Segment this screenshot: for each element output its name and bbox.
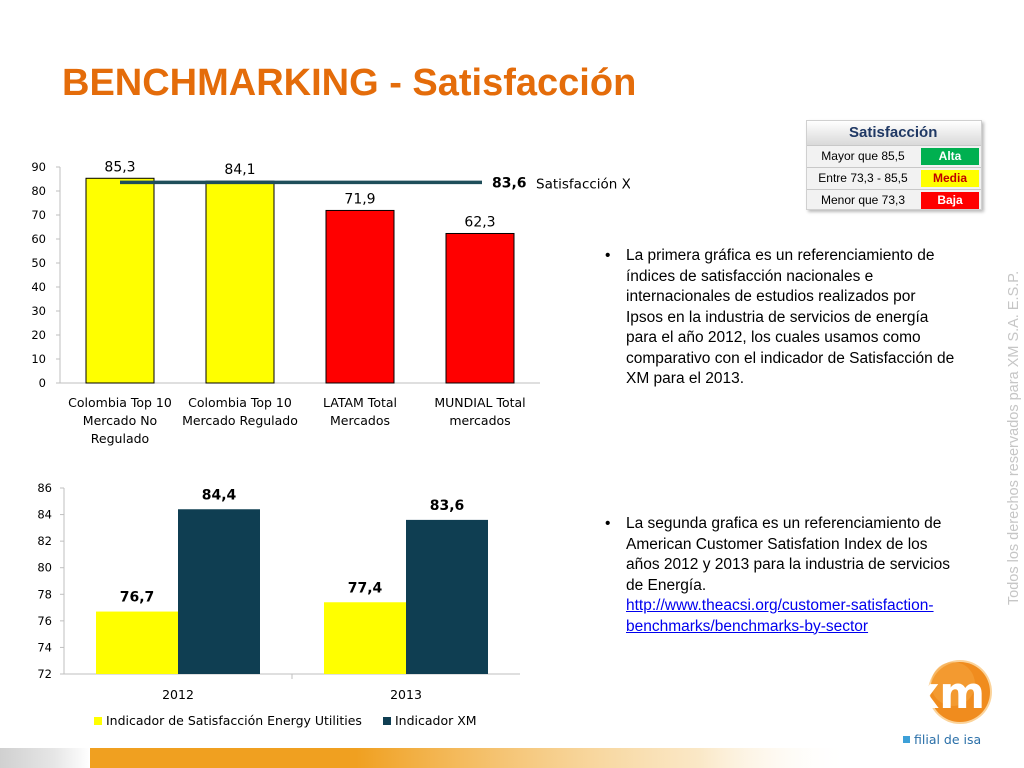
bar-value-label: 62,3 <box>464 214 495 230</box>
bar <box>205 180 275 384</box>
bullet-text: La primera gráfica es un referenciamient… <box>626 247 955 387</box>
bullet-dot: • <box>605 515 611 532</box>
legend-swatch <box>94 717 102 725</box>
logo-square <box>903 736 910 743</box>
x-category-label: Regulado <box>91 431 149 446</box>
slide-title: BENCHMARKING - Satisfacción <box>62 62 637 104</box>
bar <box>85 177 155 384</box>
x-category-label: mercados <box>449 413 510 428</box>
xm-logo: xm filial de isa <box>903 660 992 747</box>
y-tick-label: 0 <box>39 376 46 390</box>
y-tick-label: 50 <box>31 256 46 270</box>
chart-acsi-comparison: 72 74 76 78 80 82 84 86 76,7 84,4 2012 77,4 83,6 2013… <box>37 481 520 728</box>
legend-table-title: Satisfacción <box>807 121 981 145</box>
y-tick-label: 90 <box>31 160 46 174</box>
bar-value-label: 76,7 <box>120 590 155 606</box>
y-tick-label: 76 <box>37 614 52 628</box>
bar-value-label: 84,1 <box>224 162 255 178</box>
x-category-label: Mercados <box>330 413 390 428</box>
x-category-label: Mercado No <box>83 413 157 428</box>
acsi-link[interactable]: http://www.theacsi.org/customer-satisfac… <box>626 597 934 635</box>
bar <box>96 611 178 674</box>
reference-value-label: 83,6 <box>492 175 527 191</box>
legend-level-baja: Baja <box>921 192 979 209</box>
legend-swatch <box>383 717 391 725</box>
legend-range: Mayor que 85,5 <box>821 149 905 163</box>
bullet-text: La segunda grafica es un referenciamient… <box>626 515 950 594</box>
y-tick-label: 74 <box>37 640 52 654</box>
bar-value-label: 85,3 <box>104 159 135 175</box>
bar-value-label: 83,6 <box>430 498 465 514</box>
bottom-bar <box>0 748 850 768</box>
x-category-label: MUNDIAL Total <box>434 395 525 410</box>
reference-line-label: Satisfacción XM <box>536 176 630 192</box>
logo-subtitle: filial de isa <box>914 732 981 747</box>
bar <box>445 232 515 384</box>
legend-range: Menor que 73,3 <box>820 193 906 207</box>
logo-text: xm <box>911 668 985 719</box>
copyright-text: Todos los derechos reservados para XM S.… <box>1006 270 1022 606</box>
bullet-text-wrap: La segunda grafica es un referenciamient… <box>626 514 955 637</box>
bullet-second-chart: • La segunda grafica es un referenciamie… <box>605 514 955 637</box>
legend-row-alta: Mayor que 85,5 Alta <box>807 145 981 167</box>
bullet-dot: • <box>605 247 611 264</box>
x-category-label: Colombia Top 10 <box>68 395 172 410</box>
bullet-first-chart: • La primera gráfica es un referenciamie… <box>605 246 955 390</box>
x-category-label: 2012 <box>162 687 194 702</box>
legend-level-alta: Alta <box>921 148 979 165</box>
y-tick-label: 72 <box>37 667 52 681</box>
satisfaction-legend-table: Satisfacción Mayor que 85,5 Alta Entre 7… <box>806 120 982 210</box>
x-category-label: 2013 <box>390 687 422 702</box>
y-tick-label: 82 <box>37 534 52 548</box>
y-tick-label: 80 <box>37 561 52 575</box>
bar-value-label: 77,4 <box>348 580 383 596</box>
x-category-label: Mercado Regulado <box>182 413 298 428</box>
bar <box>406 519 488 674</box>
bar <box>324 602 406 674</box>
y-tick-label: 60 <box>31 232 46 246</box>
bar <box>178 509 260 674</box>
legend-label: Indicador de Satisfacción Energy Utiliti… <box>106 713 362 728</box>
xm-logo-icon <box>928 660 992 724</box>
x-category-label: Colombia Top 10 <box>188 395 292 410</box>
y-tick-label: 70 <box>31 208 46 222</box>
legend-row-media: Entre 73,3 - 85,5 Media <box>807 167 981 189</box>
chart-benchmark-satisfaction: 0 10 20 30 40 50 60 70 80 90 85,3 Colombia Top 10 Me… <box>31 159 630 446</box>
y-tick-label: 40 <box>31 280 46 294</box>
y-tick-label: 10 <box>31 352 46 366</box>
bar <box>325 209 395 384</box>
y-tick-label: 30 <box>31 304 46 318</box>
legend-level-media: Media <box>921 170 979 187</box>
legend-row-baja: Menor que 73,3 Baja <box>807 189 981 211</box>
y-tick-label: 86 <box>37 481 52 495</box>
bar-value-label: 84,4 <box>202 487 237 503</box>
x-category-label: LATAM Total <box>323 395 397 410</box>
copyright-vertical: Todos los derechos reservados para XM S.… <box>1004 238 1024 638</box>
legend-label: Indicador XM <box>395 713 477 728</box>
legend-range: Entre 73,3 - 85,5 <box>818 171 908 185</box>
y-tick-label: 84 <box>37 508 52 522</box>
bar-value-label: 71,9 <box>344 191 375 207</box>
y-tick-label: 78 <box>37 587 52 601</box>
y-tick-label: 80 <box>31 184 46 198</box>
y-tick-label: 20 <box>31 328 46 342</box>
